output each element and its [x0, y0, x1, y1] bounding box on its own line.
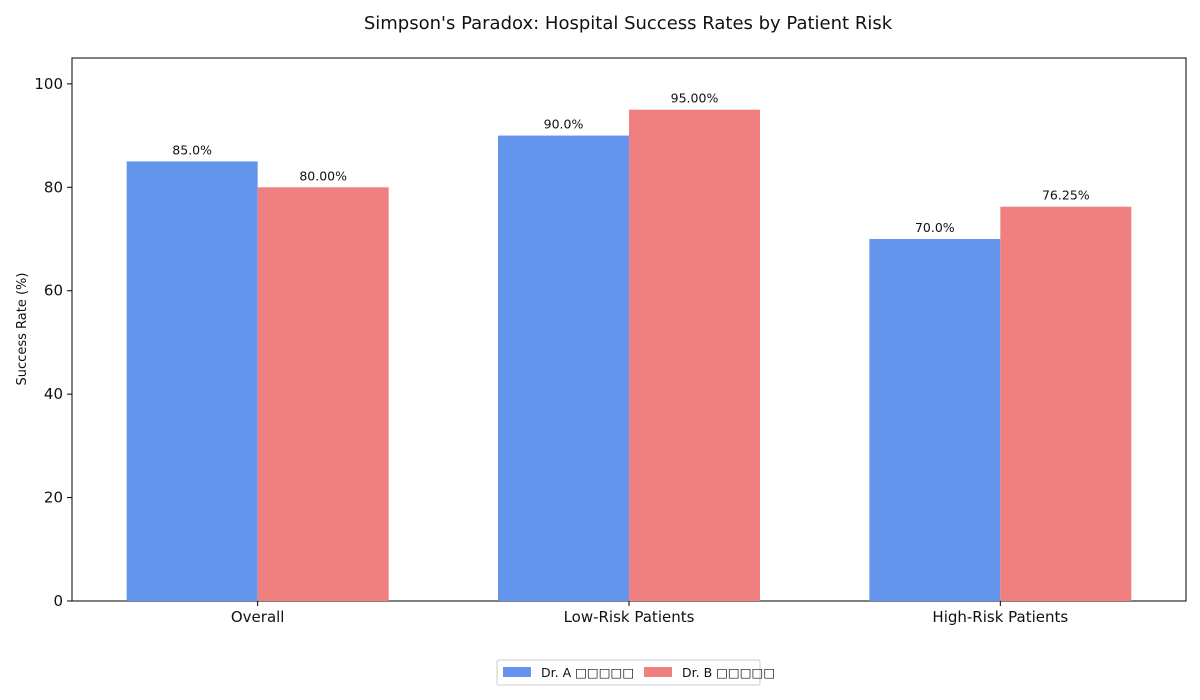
y-tick-label: 80: [44, 178, 63, 196]
bar-dr-a: [126, 161, 258, 601]
data-label: 95.00%: [671, 91, 719, 106]
data-label: 70.0%: [915, 220, 955, 235]
data-label: 90.0%: [544, 117, 584, 132]
x-tick-label: Overall: [231, 608, 285, 626]
y-tick-label: 40: [44, 385, 63, 403]
bar-dr-b: [1000, 206, 1132, 601]
y-axis-label: Success Rate (%): [15, 273, 30, 386]
x-tick-label: Low-Risk Patients: [564, 608, 695, 626]
y-tick-label: 0: [53, 592, 63, 610]
legend: Dr. A □□□□□ Dr. B □□□□□: [496, 659, 775, 686]
chart-title: Simpson's Paradox: Hospital Success Rate…: [364, 13, 893, 34]
legend-swatch-dr-a: [503, 667, 531, 677]
legend-swatch-dr-b: [644, 667, 672, 677]
y-tick-label: 60: [44, 282, 63, 300]
bar-dr-b: [257, 187, 389, 602]
data-label: 76.25%: [1042, 188, 1090, 203]
x-tick-label: High-Risk Patients: [932, 608, 1068, 626]
legend-box: [496, 659, 761, 686]
data-label: 85.0%: [172, 142, 212, 157]
bar-dr-a: [869, 239, 1001, 601]
bar-dr-a: [498, 135, 629, 602]
bar-dr-b: [629, 109, 760, 601]
y-tick-label: 100: [34, 75, 63, 93]
y-tick-label: 20: [44, 489, 63, 507]
legend-label-dr-b: Dr. B □□□□□: [682, 665, 775, 680]
plot-area: 0 20 40 60 80 100 85.0% 80.00% Overall 90.0% 95.00…: [34, 57, 1187, 626]
legend-label-dr-a: Dr. A □□□□□: [541, 665, 634, 680]
data-label: 80.00%: [299, 168, 347, 183]
